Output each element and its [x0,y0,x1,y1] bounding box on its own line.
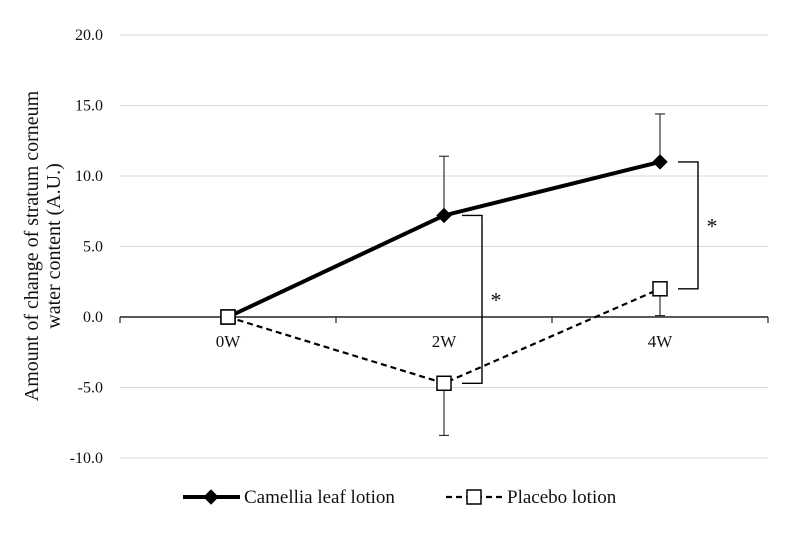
legend: Camellia leaf lotion Placebo lotion [183,487,617,508]
significance-label: * [491,287,502,312]
y-tick-label: -10.0 [70,450,103,467]
y-tick-label: -5.0 [78,380,103,397]
data-point [652,154,668,170]
x-tick-marks [119,317,769,323]
significance-label: * [707,213,718,238]
data-point [436,207,452,224]
y-tick-label: 10.0 [75,168,103,185]
data-point [652,281,668,297]
x-tick-labels: 0W 2W 4W [216,332,674,351]
legend-label: Placebo lotion [507,487,617,508]
data-point [220,309,236,325]
x-tick-label: 0W [216,332,242,351]
y-axis-title-line: water content (A.U.) [43,163,65,329]
y-tick-label: 5.0 [83,239,103,256]
y-tick-label: 0.0 [83,309,103,326]
significance-bracket [462,214,483,384]
y-axis-title-line: Amount of change of stratum corneum [21,90,43,401]
error-bars [439,113,665,437]
x-tick-label: 4W [648,332,674,351]
legend-label: Camellia leaf lotion [244,487,395,508]
y-tick-labels: 20.0 15.0 10.0 5.0 0.0 -5.0 -10.0 [70,27,103,467]
significance-brackets: ** [462,161,718,384]
x-tick-label: 2W [432,332,458,351]
significance-bracket [678,161,699,290]
y-tick-label: 20.0 [75,27,103,44]
series-markers [220,154,668,392]
data-point [436,375,452,392]
y-tick-label: 15.0 [75,98,103,115]
y-axis-title: Amount of change of stratum corneumwater… [21,90,65,401]
legend-marker [203,489,219,505]
legend-marker [466,489,482,505]
